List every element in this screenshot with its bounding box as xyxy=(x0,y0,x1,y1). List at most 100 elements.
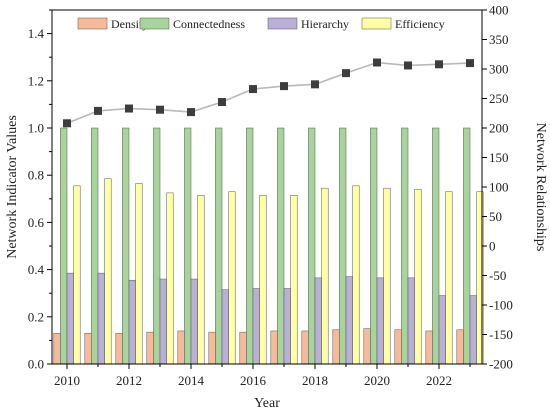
bar-efficiency-2022 xyxy=(445,191,453,365)
bar-density-2023 xyxy=(456,329,464,365)
x-tick-label: 2014 xyxy=(178,373,205,388)
bar-connectedness-2015 xyxy=(215,127,223,365)
y-tick-label: 1.4 xyxy=(28,26,45,41)
bar-connectedness-2012 xyxy=(122,127,130,365)
line-point-2016 xyxy=(249,85,257,94)
bar-connectedness-2022 xyxy=(432,127,440,365)
legend-label-density: Density xyxy=(111,17,148,31)
bar-efficiency-2018 xyxy=(321,187,329,365)
y2-tick-label: 0 xyxy=(489,239,496,254)
legend-label-efficiency: Efficiency xyxy=(395,17,445,31)
y2-tick-label: 100 xyxy=(489,180,509,195)
x-tick-label: 2016 xyxy=(240,373,267,388)
bar-density-2019 xyxy=(332,329,340,365)
x-axis-title: Year xyxy=(254,396,280,411)
bar-efficiency-2013 xyxy=(166,192,174,365)
legend-label-hierarchy: Hierarchy xyxy=(301,17,349,31)
bar-hierarchy-2022 xyxy=(438,295,446,365)
legend-swatch-density xyxy=(77,17,108,30)
y-tick-label: 0.8 xyxy=(28,168,44,183)
bar-hierarchy-2017 xyxy=(283,288,291,365)
bar-efficiency-2016 xyxy=(259,195,267,365)
bar-connectedness-2018 xyxy=(308,127,316,365)
bar-hierarchy-2016 xyxy=(252,288,260,365)
bar-efficiency-2012 xyxy=(135,183,143,365)
bar-hierarchy-2015 xyxy=(221,289,229,365)
bar-hierarchy-2020 xyxy=(376,277,384,365)
x-tick-label: 2022 xyxy=(426,373,452,388)
bar-hierarchy-2021 xyxy=(407,277,415,365)
y2-tick-label: -100 xyxy=(489,298,513,313)
legend-swatch-hierarchy xyxy=(267,17,298,30)
bar-connectedness-2010 xyxy=(60,127,68,365)
line-layer xyxy=(63,58,474,128)
bar-density-2016 xyxy=(239,331,247,365)
bar-efficiency-2015 xyxy=(228,191,236,365)
x-tick-label: 2020 xyxy=(364,373,390,388)
line-point-2020 xyxy=(373,58,381,67)
legend-label-connectedness: Connectedness xyxy=(173,17,245,31)
y2-tick-label: -50 xyxy=(489,268,506,283)
line-point-2015 xyxy=(218,98,226,107)
bar-connectedness-2013 xyxy=(153,127,161,365)
bar-hierarchy-2019 xyxy=(345,276,353,365)
y2-tick-label: -150 xyxy=(489,327,513,342)
bar-density-2013 xyxy=(146,331,154,365)
y2-tick-label: 400 xyxy=(489,3,509,18)
x-axis: 2010 2012 2014 2016 2018 2020 2022 xyxy=(54,364,471,388)
line-point-2022 xyxy=(435,60,443,69)
bar-connectedness-2020 xyxy=(370,127,378,365)
y2-tick-label: 250 xyxy=(489,91,509,106)
bar-density-2011 xyxy=(84,333,92,365)
bar-efficiency-2019 xyxy=(352,185,360,365)
bar-density-2022 xyxy=(425,330,433,365)
legend-swatch-connectedness xyxy=(139,17,170,30)
line-point-2010 xyxy=(63,119,71,128)
bar-hierarchy-2010 xyxy=(66,272,74,365)
legend-swatch-efficiency xyxy=(361,17,392,30)
y-tick-label: 0.2 xyxy=(28,309,44,324)
y-tick-label: 0.0 xyxy=(28,357,44,372)
bar-efficiency-2010 xyxy=(73,185,81,365)
y-tick-label: 1.2 xyxy=(28,73,44,88)
line-point-2017 xyxy=(280,82,288,91)
y2-tick-label: 350 xyxy=(489,32,509,47)
bar-density-2015 xyxy=(208,331,216,365)
bar-connectedness-2019 xyxy=(339,127,347,365)
bar-hierarchy-2012 xyxy=(128,279,136,365)
y-tick-label: 0.4 xyxy=(28,262,45,277)
bar-density-2010 xyxy=(53,333,61,365)
line-point-2011 xyxy=(94,106,102,115)
bar-hierarchy-2018 xyxy=(314,277,322,365)
y2-axis-title: Network Relationships xyxy=(533,123,548,252)
bar-hierarchy-2023 xyxy=(469,295,477,365)
bar-density-2014 xyxy=(177,330,185,365)
legend: Density Connectedness Hierarchy Efficiency xyxy=(77,17,445,31)
bar-layer xyxy=(53,127,484,365)
y-tick-label: 1.0 xyxy=(28,121,44,136)
bar-connectedness-2023 xyxy=(463,127,471,365)
bar-connectedness-2021 xyxy=(401,127,409,365)
bar-connectedness-2016 xyxy=(246,127,254,365)
y2-tick-label: 150 xyxy=(489,150,509,165)
line-point-2021 xyxy=(404,61,412,70)
line-point-2014 xyxy=(187,108,195,117)
line-point-2019 xyxy=(342,69,350,78)
y-axis-title: Network Indicator Values xyxy=(5,115,20,259)
bar-connectedness-2011 xyxy=(91,127,99,365)
line-point-2012 xyxy=(125,104,133,113)
y2-tick-label: 200 xyxy=(489,121,509,136)
bar-efficiency-2020 xyxy=(383,187,391,365)
y-axis-left: 0.0 0.2 0.4 0.6 0.8 1.0 1.2 1.4 xyxy=(28,9,52,372)
bar-efficiency-2017 xyxy=(290,195,298,365)
y-tick-label: 0.6 xyxy=(28,215,45,230)
x-tick-label: 2012 xyxy=(116,373,142,388)
line-point-2013 xyxy=(156,105,164,114)
x-tick-label: 2018 xyxy=(302,373,328,388)
line-point-2018 xyxy=(311,80,319,89)
x-tick-label: 2010 xyxy=(54,373,80,388)
bar-density-2012 xyxy=(115,333,123,365)
network-relationships-line xyxy=(66,61,471,125)
bar-efficiency-2014 xyxy=(197,195,205,365)
